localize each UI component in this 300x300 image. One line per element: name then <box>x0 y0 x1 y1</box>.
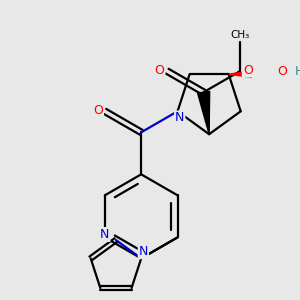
Text: N: N <box>175 111 184 124</box>
Text: N: N <box>139 245 148 258</box>
Text: N: N <box>100 228 110 241</box>
Text: O: O <box>93 104 103 117</box>
Text: O: O <box>243 64 253 76</box>
Text: O: O <box>277 65 287 79</box>
Polygon shape <box>198 92 210 134</box>
Text: CH₃: CH₃ <box>230 30 250 40</box>
Text: O: O <box>154 64 164 76</box>
Text: H: H <box>295 65 300 79</box>
Polygon shape <box>229 68 271 80</box>
